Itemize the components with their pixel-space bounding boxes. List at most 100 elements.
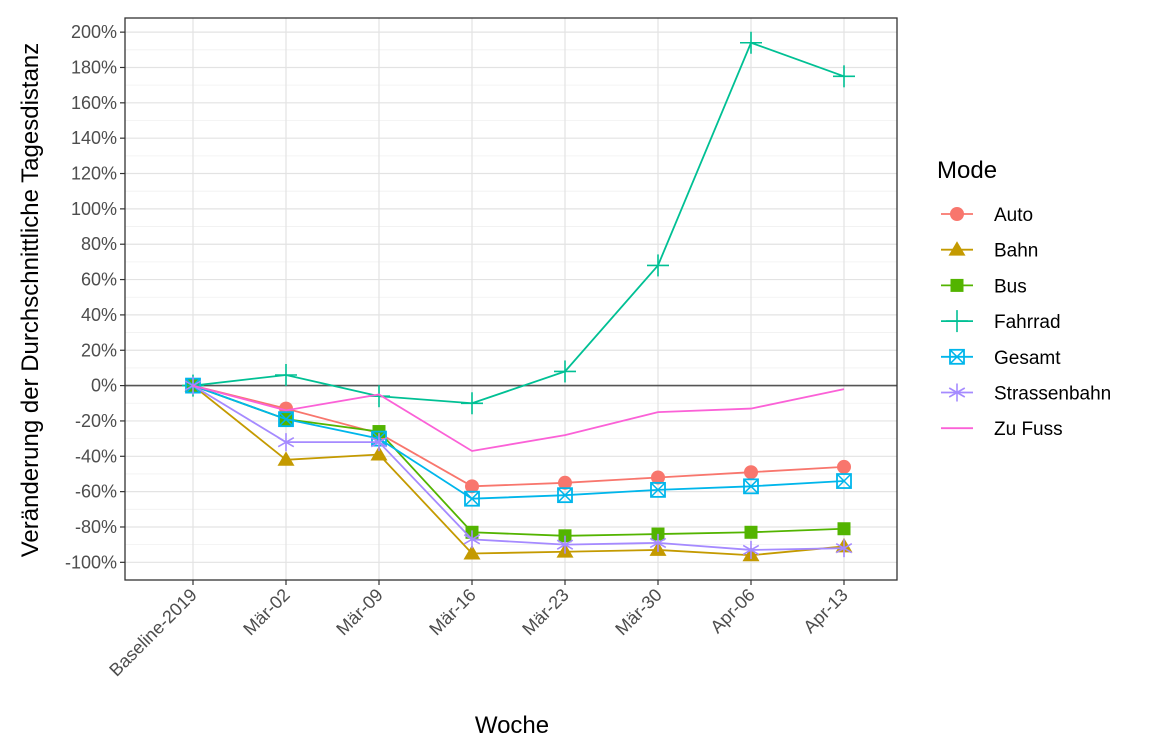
data-point-gesamt: [836, 473, 852, 489]
y-tick-label: -20%: [75, 411, 117, 431]
y-tick-label: 20%: [81, 340, 117, 360]
y-tick-label: 0%: [91, 376, 117, 396]
data-point-fahrrad: [740, 31, 762, 54]
boxx-diag2: [949, 349, 965, 365]
data-point-gesamt: [557, 487, 573, 504]
asterisk-arm: [948, 387, 966, 398]
legend-item-strassenbahn: Strassenbahn: [941, 383, 1111, 405]
legend-key-marker: [950, 207, 964, 221]
data-point-strassenbahn: [463, 530, 481, 549]
data-point-fahrrad: [461, 392, 483, 415]
data-point-bus: [744, 525, 758, 539]
x-tick-label: Apr-06: [706, 585, 758, 637]
y-tick-label: 60%: [81, 270, 117, 290]
legend-label: Zu Fuss: [994, 419, 1063, 440]
legend-label: Strassenbahn: [994, 384, 1111, 405]
y-axis-ticks: -100% -80% -60% -40% -20% 0% 20% 40% 60% 80% 100% 1…: [65, 22, 125, 572]
data-point-strassenbahn: [742, 540, 760, 559]
panel-border: [124, 17, 898, 581]
y-tick-label: -40%: [75, 446, 117, 466]
data-point-strassenbahn: [649, 533, 667, 552]
legend-item-auto: Auto: [941, 205, 1033, 226]
series-group: [182, 31, 855, 562]
plot-panel: [125, 18, 897, 580]
y-tick-label: -100%: [65, 552, 117, 572]
boxx-box: [650, 481, 666, 498]
legend-item-bahn: Bahn: [941, 241, 1038, 262]
series-line-bahn: [192, 384, 845, 557]
data-point-bus: [837, 522, 851, 536]
y-tick-label: 40%: [81, 305, 117, 325]
x-tick-label: Mär-23: [518, 585, 572, 639]
data-point-gesamt: [278, 411, 294, 428]
legend-item-zu-fuss: Zu Fuss: [941, 419, 1063, 440]
data-point-gesamt: [650, 481, 666, 498]
y-tick-label: -60%: [75, 482, 117, 502]
legend-key-marker: [948, 241, 966, 256]
boxx-box: [836, 473, 852, 489]
legend-label: Fahrrad: [994, 312, 1061, 333]
x-axis-ticks: Baseline-2019 Mär-02 Mär-09 Mär-16 Mär-23 Mär…: [105, 580, 852, 680]
series-line-zu-fuss: [192, 384, 845, 452]
asterisk-arm: [742, 544, 760, 556]
data-point-strassenbahn: [556, 535, 574, 554]
data-point-fahrrad: [275, 363, 297, 386]
asterisk-arm: [649, 537, 667, 549]
boxx-diag2: [278, 411, 294, 427]
x-tick-label: Mär-16: [425, 585, 479, 639]
series-strassenbahn: [184, 376, 853, 559]
legend: Mode Auto Bahn Bus Fahrrad Gesamt Strassenbah…: [937, 157, 1111, 440]
series-bahn: [184, 377, 853, 562]
y-tick-label: 200%: [71, 22, 117, 42]
data-point-auto: [465, 479, 479, 494]
asterisk-arm: [277, 436, 295, 448]
series-line-strassenbahn: [192, 384, 845, 551]
y-tick-label: 80%: [81, 234, 117, 254]
boxx-box: [278, 411, 294, 428]
legend-key-marker: [948, 383, 966, 402]
series-gesamt: [185, 377, 852, 507]
y-tick-label: 120%: [71, 164, 117, 184]
legend-title: Mode: [937, 157, 997, 184]
asterisk-arm: [556, 539, 574, 550]
data-point-fahrrad: [833, 65, 855, 88]
x-tick-label: Apr-13: [799, 585, 851, 637]
asterisk-arm: [463, 534, 481, 545]
data-point-gesamt: [464, 490, 480, 507]
legend-item-fahrrad: Fahrrad: [941, 310, 1061, 333]
data-point-bahn: [463, 544, 481, 560]
panel-background: [125, 18, 897, 580]
data-point-bahn: [370, 446, 388, 461]
y-tick-label: 160%: [71, 93, 117, 113]
legend-label: Gesamt: [994, 348, 1061, 369]
boxx-box: [557, 487, 573, 504]
legend-key-marker: [949, 348, 965, 365]
data-point-fahrrad: [554, 360, 576, 383]
boxx-diag2: [650, 482, 666, 498]
legend-item-gesamt: Gesamt: [941, 348, 1061, 369]
data-point-strassenbahn: [835, 539, 853, 558]
data-point-auto: [744, 465, 758, 480]
data-point-auto: [837, 459, 851, 474]
plot-frame: [124, 17, 898, 581]
asterisk-arm: [370, 436, 388, 448]
legend-label: Auto: [994, 205, 1033, 226]
data-point-auto: [558, 475, 572, 490]
y-tick-label: 180%: [71, 57, 117, 77]
x-tick-label: Mär-09: [332, 585, 386, 639]
data-point-auto: [651, 470, 665, 485]
boxx-diag2: [743, 478, 759, 494]
series-zu-fuss: [192, 384, 845, 452]
boxx-box: [743, 478, 759, 495]
data-point-strassenbahn: [370, 433, 388, 452]
y-tick-label: -80%: [75, 517, 117, 537]
y-tick-label: 100%: [71, 199, 117, 219]
legend-key-marker: [946, 310, 968, 333]
data-point-bahn: [277, 451, 295, 466]
boxx-diag2: [836, 473, 852, 489]
boxx-diag2: [557, 487, 573, 503]
x-tick-label: Baseline-2019: [105, 585, 201, 681]
y-tick-label: 140%: [71, 128, 117, 148]
legend-label: Bus: [994, 276, 1027, 297]
